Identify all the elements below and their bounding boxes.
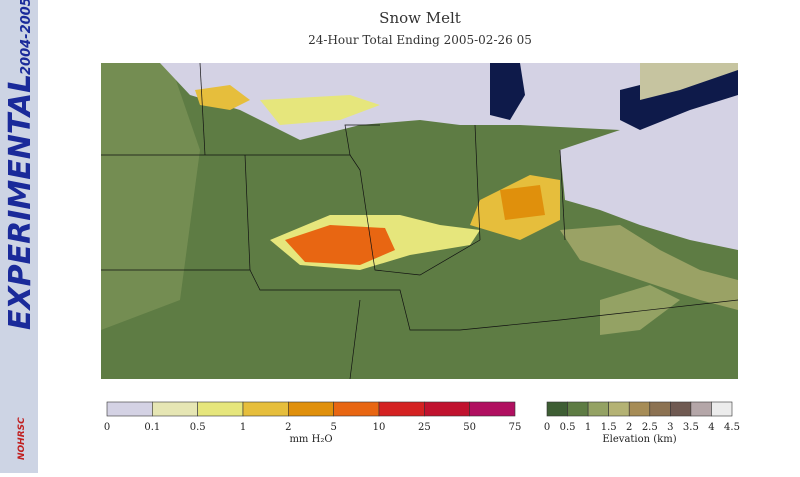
legend-swatch	[288, 401, 334, 417]
legend-label: 10	[373, 422, 386, 433]
legend-swatch	[106, 401, 153, 417]
legend-label: 0	[544, 422, 550, 433]
map	[101, 62, 739, 380]
legend-swatch	[546, 401, 568, 417]
legend-swatch	[628, 401, 651, 417]
subtitle: 24-Hour Total Ending 2005-02-26 05	[308, 33, 532, 47]
banner-years: 2004-2005	[19, 0, 34, 75]
legend-label: 2.5	[642, 422, 658, 433]
legend-swatch	[242, 401, 289, 417]
legend-label: 3	[667, 422, 673, 433]
legend-label: 0.1	[144, 422, 160, 433]
legend-label: 3.5	[683, 422, 699, 433]
banner-label: EXPERIMENTAL	[3, 74, 38, 330]
legend-label: 0	[104, 422, 110, 433]
legend-label: 4.5	[724, 422, 740, 433]
legend-label: 0.5	[190, 422, 206, 433]
legend-label: 50	[463, 422, 476, 433]
logo: NOHRSC	[17, 417, 27, 460]
legend-swatch	[711, 401, 733, 417]
legend-label: 5	[330, 422, 336, 433]
legend-swatch	[378, 401, 425, 417]
legend-label: 1	[240, 422, 246, 433]
legend-swatch	[670, 401, 692, 417]
legend-label: 75	[509, 422, 522, 433]
legend-swatch	[197, 401, 244, 417]
legend-swatch	[690, 401, 712, 417]
legend-label: 2	[285, 422, 291, 433]
legend-label: 1	[585, 422, 591, 433]
title: Snow Melt	[379, 9, 461, 27]
legend-label: 0.5	[560, 422, 576, 433]
banner	[0, 0, 38, 473]
legend-unit: Elevation (km)	[602, 434, 676, 445]
legend-label: 25	[418, 422, 431, 433]
legend-swatch	[424, 401, 470, 417]
legend-swatch	[649, 401, 671, 417]
legend-unit: mm H₂O	[289, 434, 332, 445]
legend-swatch	[608, 401, 630, 417]
legend-swatch	[587, 401, 609, 417]
legend-label: 2	[626, 422, 632, 433]
legend-swatch	[333, 401, 380, 417]
legend-label: 4	[708, 422, 714, 433]
legend-swatch	[469, 401, 516, 417]
legend-label: 1.5	[601, 422, 617, 433]
legend-swatch	[567, 401, 589, 417]
legend-swatch	[152, 401, 198, 417]
